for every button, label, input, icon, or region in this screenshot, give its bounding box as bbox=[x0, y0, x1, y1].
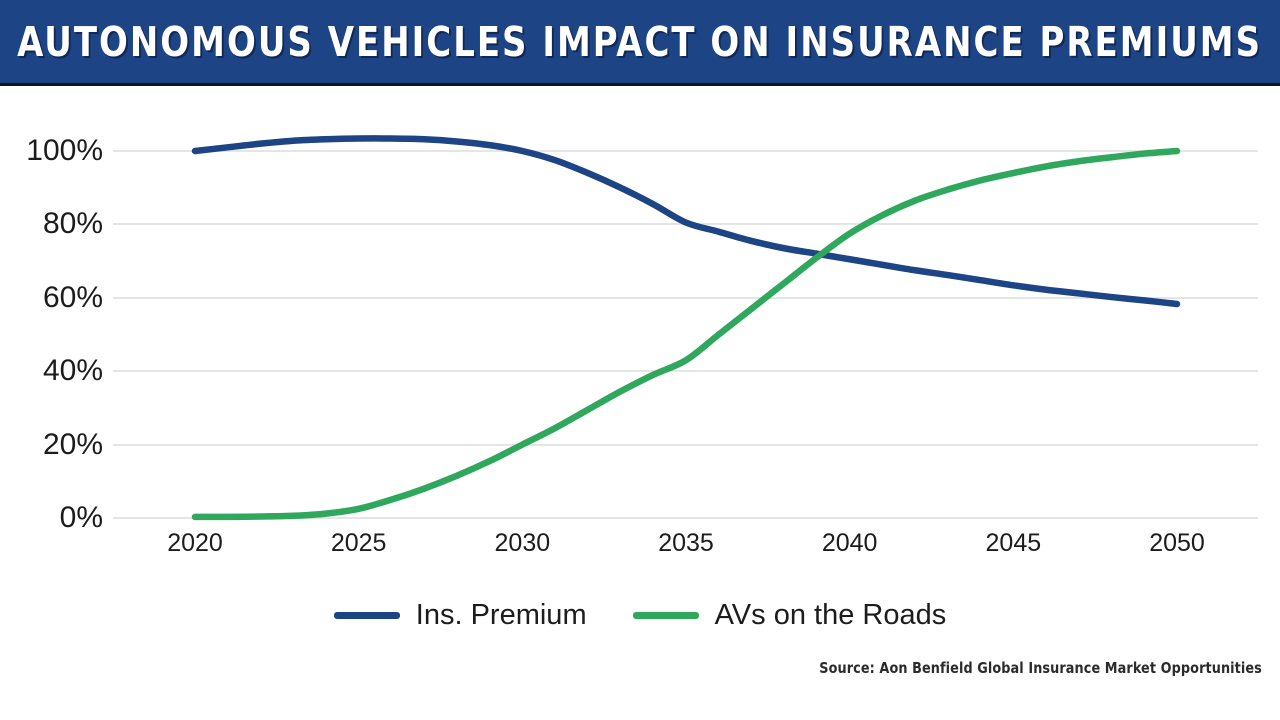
line-swatch-navy-icon bbox=[333, 612, 400, 619]
page-title: Autonomous Vehicles Impact on Insurance … bbox=[17, 17, 1263, 66]
title-banner: Autonomous Vehicles Impact on Insurance … bbox=[0, 0, 1280, 86]
legend-label-avs-on-the-roads: AVs on the Roads bbox=[714, 599, 947, 631]
legend-item-avs-on-the-roads[interactable]: AVs on the Roads bbox=[632, 599, 947, 631]
y-axis-tick-label: 20% bbox=[42, 427, 103, 461]
gridline bbox=[113, 150, 1258, 152]
legend-item-ins-premium[interactable]: Ins. Premium bbox=[333, 599, 587, 631]
x-axis-tick-label: 2030 bbox=[494, 529, 551, 557]
source-note: Source: Aon Benfield Global Insurance Ma… bbox=[819, 659, 1262, 677]
series-line-ins-premium bbox=[191, 135, 1181, 308]
gridline bbox=[113, 296, 1258, 299]
series-line-avs-on-the-roads bbox=[191, 147, 1181, 521]
y-axis-tick-label: 60% bbox=[42, 280, 103, 314]
chart-legend: Ins. Premium AVs on the Roads bbox=[0, 601, 1280, 630]
x-axis-tick-label: 2020 bbox=[167, 529, 223, 557]
gridline bbox=[113, 517, 1258, 519]
gridline bbox=[113, 370, 1258, 373]
line-swatch-green-icon bbox=[632, 612, 699, 619]
chart-container: 0% 20% 40% 60% 80% 100% 2020 2025 2030 2035 2040 2… bbox=[0, 89, 1280, 720]
y-axis-tick-label: 0% bbox=[59, 501, 103, 534]
legend-label-ins-premium: Ins. Premium bbox=[415, 599, 587, 631]
x-axis-tick-label: 2050 bbox=[1149, 529, 1205, 557]
plot-area: 0% 20% 40% 60% 80% 100% 2020 2025 2030 2035 2040 2… bbox=[26, 135, 1258, 556]
x-axis-tick-label: 2025 bbox=[330, 529, 387, 557]
series-lines bbox=[191, 135, 1181, 521]
y-axis-tick-label: 100% bbox=[26, 134, 103, 167]
x-axis-tick-label: 2040 bbox=[821, 529, 878, 557]
x-axis-tick-label: 2035 bbox=[658, 529, 714, 557]
y-axis-tick-label: 80% bbox=[42, 207, 103, 241]
x-axis-tick-label: 2045 bbox=[985, 529, 1042, 557]
gridline bbox=[113, 443, 1258, 446]
y-axis-tick-label: 40% bbox=[42, 354, 103, 388]
